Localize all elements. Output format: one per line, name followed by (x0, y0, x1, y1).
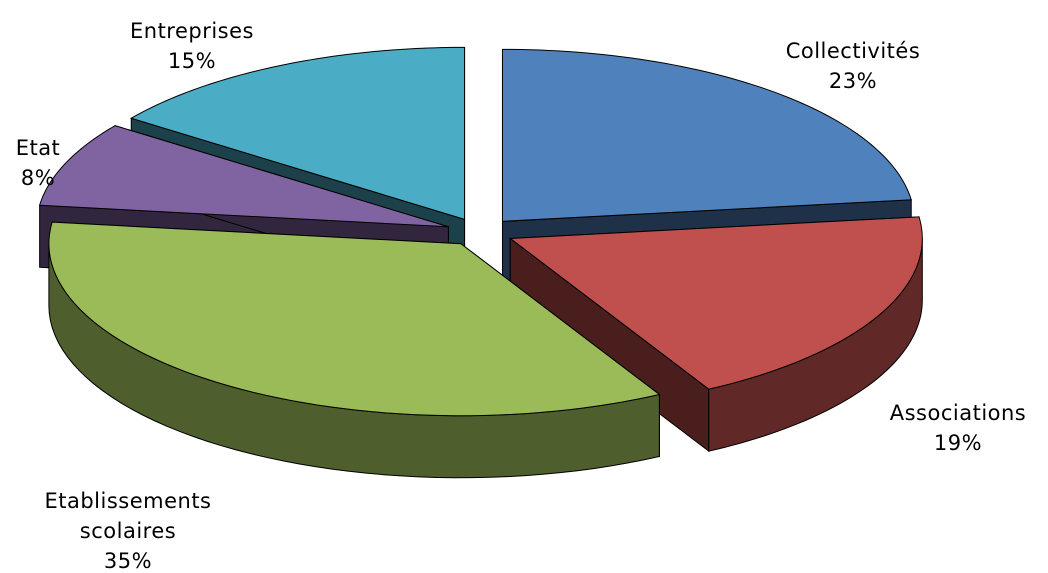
slice-entreprises (129, 46, 466, 221)
slice-percent-etablissements-scolaires: 35% (104, 549, 152, 573)
slice-percent-collectivites: 23% (829, 69, 877, 93)
pie-labels: Collectivités 23% Associations 19% Etablisse… (16, 19, 1027, 573)
pie-slices (38, 46, 923, 417)
slice-percent-entreprises: 15% (168, 49, 216, 73)
slice-name-etat: Etat (16, 136, 61, 160)
slice-label-etat: Etat 8% (16, 136, 61, 190)
slice-name-associations: Associations (890, 401, 1027, 425)
slice-collectivites (501, 48, 912, 222)
slice-label-associations: Associations 19% (890, 401, 1027, 455)
slice-etat (38, 125, 449, 228)
slice-name-etablissements-scolaires: scolaires (80, 519, 176, 543)
slice-label-etablissements-scolaires: Etablissements scolaires 35% (44, 489, 211, 573)
slice-percent-etat: 8% (21, 166, 55, 190)
slice-label-collectivites: Collectivités 23% (786, 39, 921, 93)
slice-name-collectivites: Collectivités (786, 39, 921, 63)
slice-associations (508, 216, 923, 390)
slice-name-etablissements-scolaires: Etablissements (44, 489, 211, 513)
slice-etablissements-scolaires (48, 221, 661, 417)
slice-name-entreprises: Entreprises (130, 19, 254, 43)
slice-label-entreprises: Entreprises 15% (130, 19, 254, 73)
slice-percent-associations: 19% (934, 431, 982, 455)
